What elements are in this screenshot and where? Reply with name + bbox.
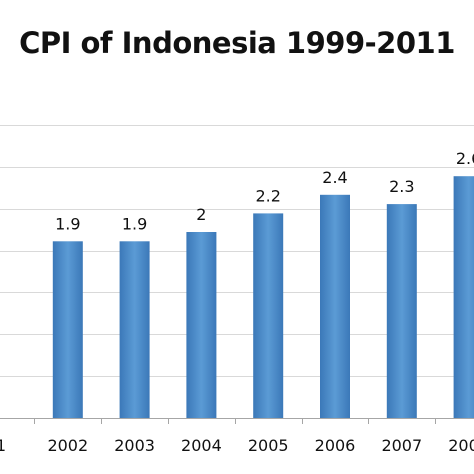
data-label-2003: 1.9 [122, 214, 147, 233]
x-tick-label: 2003 [114, 436, 155, 455]
x-tick-label: 2002 [47, 436, 88, 455]
x-tick-label: 2007 [381, 436, 422, 455]
bar-2006 [320, 194, 350, 418]
data-label-2007: 2.3 [389, 177, 414, 196]
data-label-2006: 2.4 [322, 168, 347, 187]
bar-2005 [253, 213, 284, 418]
bar-2002 [52, 241, 83, 418]
bar-2004 [186, 232, 217, 418]
chart-title: CPI of Indonesia 1999-2011 [19, 26, 455, 60]
data-label-2004: 2 [196, 205, 206, 224]
data-label-2005: 2.2 [255, 186, 280, 205]
data-label-2002: 1.9 [55, 214, 80, 233]
x-tick-label: 1 [0, 436, 6, 455]
bar-2008 [453, 176, 474, 418]
bar-2007 [386, 204, 417, 418]
bar-2003 [119, 241, 150, 418]
x-tick-label: 2004 [181, 436, 222, 455]
x-tick-label: 2005 [248, 436, 289, 455]
x-tick-label: 2006 [315, 436, 356, 455]
data-label-2008: 2.6 [456, 149, 474, 168]
x-tick-label: 2008 [448, 436, 474, 455]
